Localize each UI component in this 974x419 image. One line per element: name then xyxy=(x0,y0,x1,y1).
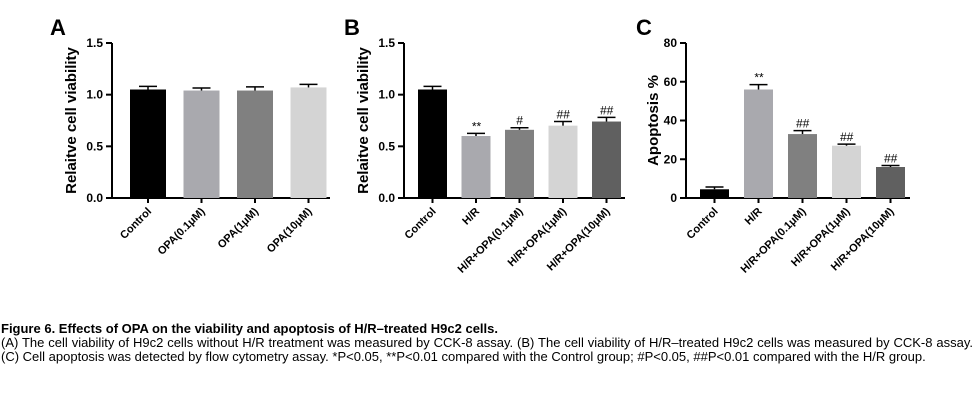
y-tick-label: 0.5 xyxy=(378,139,395,153)
bar xyxy=(744,89,773,198)
y-axis-title: Relaitve cell viability xyxy=(63,46,80,193)
bar xyxy=(130,89,166,198)
x-category-label: OPA(1μM) xyxy=(216,205,262,251)
significance-label: ## xyxy=(600,103,614,117)
significance-label: ** xyxy=(754,71,764,85)
x-category-label: Control xyxy=(402,206,438,242)
x-category-label: H/R xyxy=(743,206,765,228)
significance-label: ## xyxy=(556,108,570,122)
y-tick-label: 0.0 xyxy=(86,191,103,205)
x-category-label: Control xyxy=(684,206,720,242)
x-category-label: H/R xyxy=(460,206,482,228)
figure-caption: Figure 6. Effects of OPA on the viabilit… xyxy=(1,322,973,364)
significance-label: ## xyxy=(840,130,854,144)
significance-label: ## xyxy=(884,151,898,165)
bar xyxy=(183,90,220,198)
y-tick-label: 0 xyxy=(670,191,677,205)
panel-letter: A xyxy=(50,15,66,40)
y-tick-label: 80 xyxy=(664,36,678,50)
y-tick-label: 0.0 xyxy=(378,191,395,205)
y-tick-label: 1.0 xyxy=(86,88,103,102)
y-tick-label: 1.5 xyxy=(86,36,103,50)
panel-b: B 0.0 0.5 1.0 1.5 Relaitve cell viability Cont… xyxy=(344,15,625,276)
figure-panels: A 0.0 0.5 1.0 1.5 Relaitve cell viability Cont… xyxy=(50,15,910,276)
significance-label: # xyxy=(516,114,523,128)
y-tick-label: 0.5 xyxy=(86,139,103,153)
panel-letter: B xyxy=(344,15,360,40)
x-category-label: OPA(0.1μM) xyxy=(156,205,208,257)
bar xyxy=(700,189,729,198)
x-category-label: Control xyxy=(118,206,154,242)
panel-a: A 0.0 0.5 1.0 1.5 Relaitve cell viability Cont… xyxy=(50,15,330,258)
caption-body: (A) The cell viability of H9c2 cells wit… xyxy=(1,335,973,364)
significance-label: ## xyxy=(796,117,810,131)
y-tick-label: 40 xyxy=(664,114,678,128)
y-axis-title: Apoptosis % xyxy=(645,75,662,166)
significance-label: ** xyxy=(471,119,481,133)
panel-letter: C xyxy=(636,15,652,40)
bar xyxy=(876,167,905,198)
bar xyxy=(788,134,817,198)
bar xyxy=(592,121,621,198)
y-tick-label: 20 xyxy=(664,152,678,166)
bar xyxy=(237,90,273,198)
bar xyxy=(548,125,578,198)
x-category-label: OPA(10μM) xyxy=(265,205,315,255)
bar xyxy=(832,145,861,198)
bar xyxy=(290,87,327,198)
y-tick-label: 60 xyxy=(664,75,678,89)
y-tick-label: 1.0 xyxy=(378,88,395,102)
caption-title: Figure 6. Effects of OPA on the viabilit… xyxy=(1,321,498,336)
y-axis-title: Relaitve cell viability xyxy=(355,46,372,193)
bar xyxy=(418,89,447,198)
bar xyxy=(505,129,534,198)
y-tick-label: 1.5 xyxy=(378,36,395,50)
bar xyxy=(461,136,491,198)
